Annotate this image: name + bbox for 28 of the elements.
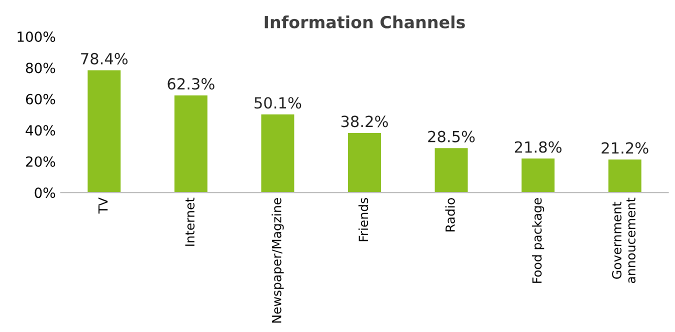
y-tick-label: 20% <box>26 156 56 167</box>
y-tick-label: 100% <box>18 31 56 42</box>
x-tick-label: TV <box>98 198 108 214</box>
y-tick-label: 0% <box>34 188 56 198</box>
x-tick-label: Government annoucement <box>612 198 636 283</box>
data-label: 38.2% <box>341 116 388 128</box>
y-tick-label: 80% <box>26 62 56 74</box>
bar <box>261 114 294 193</box>
bar <box>348 132 381 193</box>
x-tick-label: Newspaper/Magzine <box>272 198 284 323</box>
x-tick-label: Radio <box>445 198 455 232</box>
data-label: 50.1% <box>254 97 302 109</box>
data-label: 78.4% <box>81 52 128 64</box>
data-label: 28.5% <box>428 130 475 142</box>
data-label: 21.2% <box>602 142 648 154</box>
bar <box>174 95 208 193</box>
data-label: 62.3% <box>168 78 214 90</box>
x-tick-label: Food package <box>532 198 544 283</box>
chart-title: Information Channels <box>264 16 465 28</box>
bar <box>88 70 121 193</box>
x-tick-label: Internet <box>185 198 195 246</box>
x-tick-label: Friends <box>358 198 368 242</box>
y-tick-label: 40% <box>26 125 56 136</box>
bar <box>608 159 642 193</box>
data-label: 21.8% <box>514 141 562 153</box>
bar <box>434 148 468 193</box>
y-tick-label: 60% <box>26 94 56 104</box>
bar <box>522 158 555 193</box>
